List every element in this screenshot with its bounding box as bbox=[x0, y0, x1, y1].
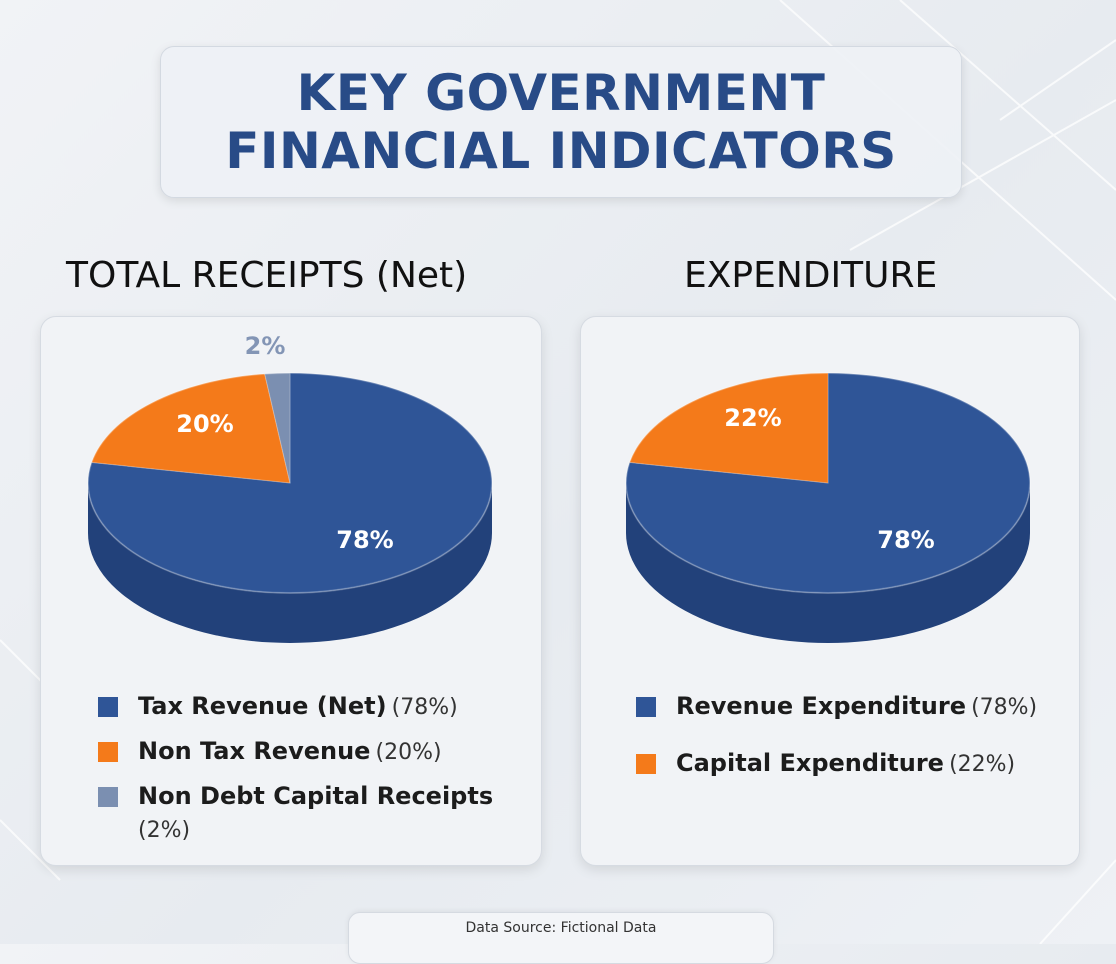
receipts-legend: Tax Revenue (Net) (78%) Non Tax Revenue … bbox=[98, 690, 518, 858]
data-source-text: Data Source: Fictional Data bbox=[465, 920, 657, 936]
pie-slice-non-tax-revenue bbox=[90, 373, 291, 484]
title-line-2: FINANCIAL INDICATORS bbox=[225, 122, 897, 180]
pie-slice-non-debt-capital-receipts bbox=[264, 372, 291, 484]
expenditure-chart-title: EXPENDITURE bbox=[684, 255, 938, 296]
legend-label: Revenue Expenditure bbox=[676, 692, 966, 720]
legend-percent: (2%) bbox=[138, 818, 191, 843]
data-label-non-debt-capital-receipts: 2% bbox=[245, 332, 286, 360]
pie-rim bbox=[625, 372, 1031, 594]
pie-side-revenue-expenditure bbox=[626, 483, 1030, 643]
legend-label: Non Debt Capital Receipts bbox=[138, 782, 494, 810]
data-label-tax-revenue-net: 78% bbox=[336, 526, 393, 554]
expenditure-pie-chart: 78% 22% bbox=[625, 372, 1031, 643]
pie-slice-tax-revenue-net bbox=[87, 372, 493, 594]
data-source-card: Data Source: Fictional Data bbox=[348, 912, 774, 964]
legend-swatch-blue bbox=[98, 697, 118, 717]
legend-percent: (22%) bbox=[949, 752, 1016, 777]
pie-side-tax-revenue-net bbox=[88, 483, 492, 643]
legend-percent: (78%) bbox=[391, 695, 458, 720]
legend-label: Tax Revenue (Net) bbox=[138, 692, 387, 720]
legend-swatch-orange bbox=[98, 742, 118, 762]
data-label-capital-expenditure: 22% bbox=[724, 404, 781, 432]
title-card: KEY GOVERNMENT FINANCIAL INDICATORS bbox=[160, 46, 962, 198]
legend-item-capital-expenditure: Capital Expenditure (22%) bbox=[636, 747, 1066, 782]
legend-percent: (20%) bbox=[375, 740, 442, 765]
title-line-1: KEY GOVERNMENT bbox=[296, 64, 826, 122]
receipts-chart-title: TOTAL RECEIPTS (Net) bbox=[66, 255, 468, 296]
data-label-revenue-expenditure: 78% bbox=[877, 526, 934, 554]
pie-slice-capital-expenditure bbox=[628, 372, 829, 484]
legend-item-non-tax-revenue: Non Tax Revenue (20%) bbox=[98, 735, 518, 770]
legend-swatch-gray bbox=[98, 787, 118, 807]
receipts-pie-chart: 78% 20% 2% bbox=[87, 332, 493, 643]
expenditure-legend: Revenue Expenditure (78%) Capital Expend… bbox=[636, 690, 1066, 792]
legend-item-non-debt-capital-receipts: Non Debt Capital Receipts (2%) bbox=[98, 780, 518, 848]
legend-item-revenue-expenditure: Revenue Expenditure (78%) bbox=[636, 690, 1066, 725]
legend-swatch-orange bbox=[636, 754, 656, 774]
legend-swatch-blue bbox=[636, 697, 656, 717]
legend-percent: (78%) bbox=[971, 695, 1038, 720]
data-label-non-tax-revenue: 20% bbox=[176, 410, 233, 438]
legend-label: Capital Expenditure bbox=[676, 749, 944, 777]
legend-label: Non Tax Revenue bbox=[138, 737, 371, 765]
legend-item-tax-revenue: Tax Revenue (Net) (78%) bbox=[98, 690, 518, 725]
pie-slice-revenue-expenditure bbox=[625, 372, 1031, 594]
pie-rim bbox=[87, 372, 493, 594]
